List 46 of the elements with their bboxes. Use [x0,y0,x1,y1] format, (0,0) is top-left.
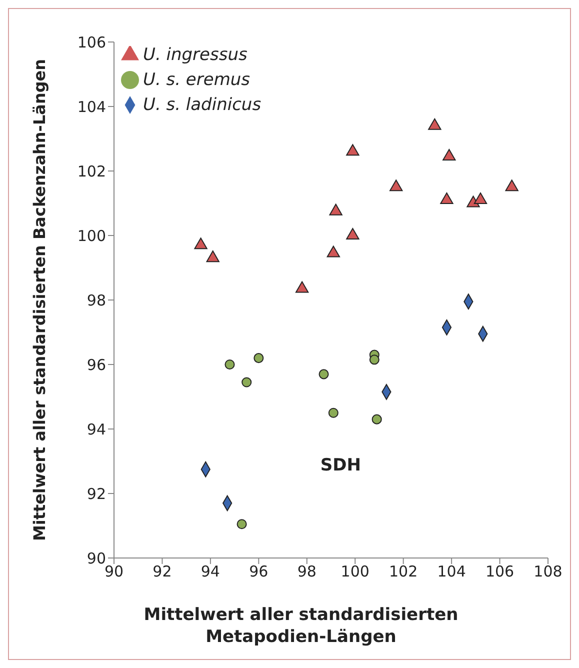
point [329,204,342,216]
point [242,377,252,388]
legend-label: U. s. ladinicus [143,95,262,115]
y-tick-label: 94 [86,420,106,438]
point [428,118,442,130]
x-tick-label: 92 [152,562,172,581]
y-tick-label: 92 [86,484,106,503]
point [390,180,403,192]
y-tick-label: 100 [77,226,106,245]
x-tick-label: 100 [340,562,370,581]
y-tick-label: 96 [86,356,106,374]
y-tick-label: 104 [77,98,106,116]
x-tick-label: 90 [104,562,124,581]
point [328,408,338,418]
point [206,250,220,262]
point [369,354,380,365]
point [254,353,264,364]
legend-label: U. s. eremus [143,70,250,90]
point [318,369,329,380]
point [236,519,247,530]
y-tick-label: 98 [86,291,106,310]
point [346,144,360,156]
point [194,238,208,250]
point [372,414,382,424]
point [346,228,360,240]
point [224,359,235,370]
point [442,148,456,160]
y-axis-title: Mittelwert aller standardisierten Backenzahn-Längen [30,58,49,542]
y-tick-label: 90 [86,549,106,568]
x-tick-label: 102 [389,562,418,581]
point [326,246,340,258]
x-tick-label: 96 [249,562,268,581]
annotation: SDH [320,455,361,476]
point [474,192,488,204]
y-tick-label: 106 [77,33,106,52]
point [440,192,454,204]
x-tick-label: 108 [534,562,562,581]
x-axis-title: Mittelwert aller standardisierten Metapodien-Längen [144,605,458,647]
point [295,281,309,293]
x-tick-label: 104 [437,562,466,581]
x-tick-label: 94 [200,562,220,581]
y-tick-label: 102 [77,162,106,180]
point [505,180,518,192]
legend-label: U. ingressus [143,45,248,65]
x-tick-label: 106 [485,562,514,581]
x-tick-label: 98 [297,562,316,581]
